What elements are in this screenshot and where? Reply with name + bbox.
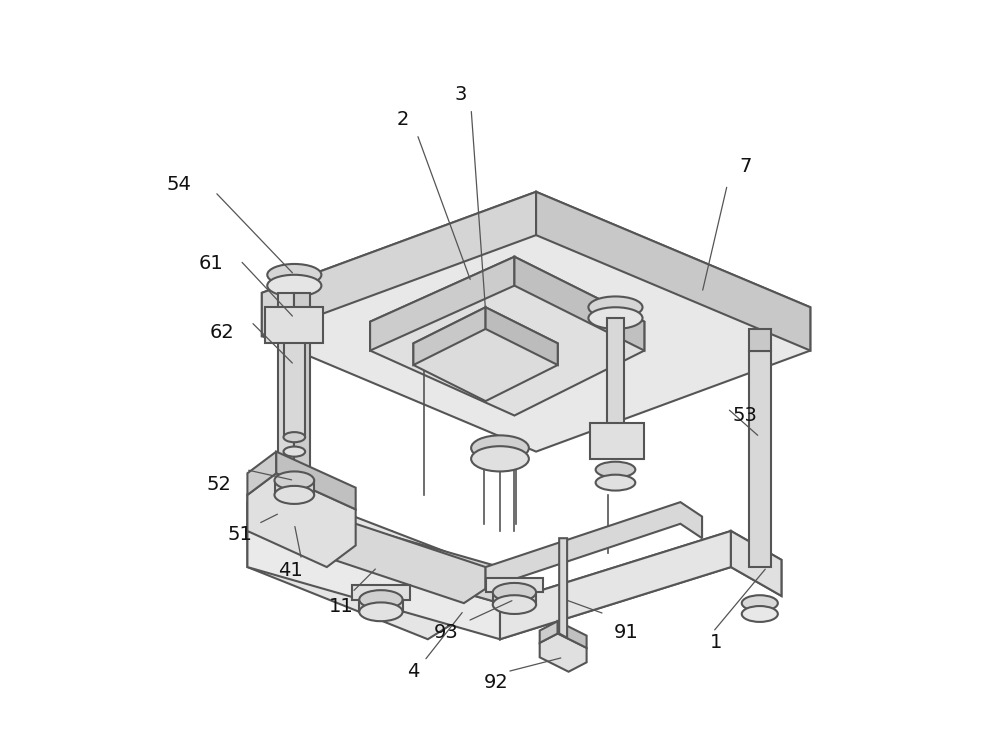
Ellipse shape	[359, 602, 403, 621]
Polygon shape	[540, 634, 587, 672]
Polygon shape	[269, 480, 291, 517]
Polygon shape	[269, 502, 486, 603]
Text: 52: 52	[206, 474, 231, 493]
Ellipse shape	[493, 595, 536, 614]
Polygon shape	[294, 293, 310, 523]
Polygon shape	[247, 473, 356, 567]
Ellipse shape	[284, 432, 305, 442]
Ellipse shape	[267, 264, 321, 285]
Ellipse shape	[742, 595, 778, 611]
Polygon shape	[284, 329, 305, 437]
Polygon shape	[413, 307, 558, 401]
Polygon shape	[370, 257, 514, 350]
Polygon shape	[749, 329, 771, 350]
Polygon shape	[247, 452, 276, 495]
Polygon shape	[278, 293, 294, 523]
Text: 91: 91	[614, 623, 639, 642]
Text: 11: 11	[329, 597, 354, 616]
Polygon shape	[359, 599, 403, 612]
Ellipse shape	[471, 435, 529, 461]
Ellipse shape	[588, 307, 643, 329]
Polygon shape	[731, 531, 781, 596]
Text: 93: 93	[434, 623, 458, 642]
Ellipse shape	[471, 446, 529, 472]
Polygon shape	[514, 257, 644, 350]
Polygon shape	[500, 531, 731, 639]
Polygon shape	[486, 578, 543, 592]
Polygon shape	[559, 538, 567, 638]
Text: 62: 62	[210, 323, 235, 342]
Polygon shape	[265, 307, 323, 343]
Ellipse shape	[742, 606, 778, 622]
Text: 61: 61	[199, 255, 224, 274]
Text: 1: 1	[710, 634, 723, 653]
Ellipse shape	[493, 583, 536, 602]
Text: 2: 2	[396, 110, 409, 129]
Polygon shape	[262, 192, 536, 336]
Polygon shape	[247, 495, 500, 603]
Polygon shape	[262, 192, 810, 452]
Polygon shape	[370, 257, 644, 415]
Polygon shape	[558, 621, 587, 648]
Text: 53: 53	[733, 406, 758, 425]
Polygon shape	[500, 531, 781, 639]
Ellipse shape	[284, 447, 305, 457]
Polygon shape	[607, 318, 624, 445]
Text: 7: 7	[739, 157, 752, 176]
Ellipse shape	[596, 474, 635, 491]
Polygon shape	[749, 350, 771, 567]
Text: 54: 54	[166, 175, 191, 194]
Ellipse shape	[588, 296, 643, 318]
Text: 41: 41	[278, 561, 303, 580]
Ellipse shape	[596, 461, 635, 477]
Polygon shape	[275, 480, 314, 495]
Polygon shape	[536, 192, 810, 350]
Polygon shape	[540, 621, 558, 643]
Polygon shape	[486, 502, 702, 588]
Text: 92: 92	[484, 673, 509, 692]
Polygon shape	[247, 531, 500, 639]
Ellipse shape	[274, 486, 314, 504]
Polygon shape	[247, 495, 486, 639]
Polygon shape	[590, 423, 644, 459]
Ellipse shape	[274, 472, 314, 490]
Ellipse shape	[267, 274, 321, 296]
Polygon shape	[276, 452, 356, 510]
Text: 4: 4	[407, 662, 420, 681]
Polygon shape	[352, 585, 410, 599]
Polygon shape	[493, 592, 536, 604]
Polygon shape	[247, 473, 298, 523]
Ellipse shape	[359, 590, 403, 609]
Text: 51: 51	[228, 525, 253, 544]
Polygon shape	[413, 307, 486, 365]
Polygon shape	[486, 307, 558, 365]
Text: 3: 3	[454, 85, 466, 104]
